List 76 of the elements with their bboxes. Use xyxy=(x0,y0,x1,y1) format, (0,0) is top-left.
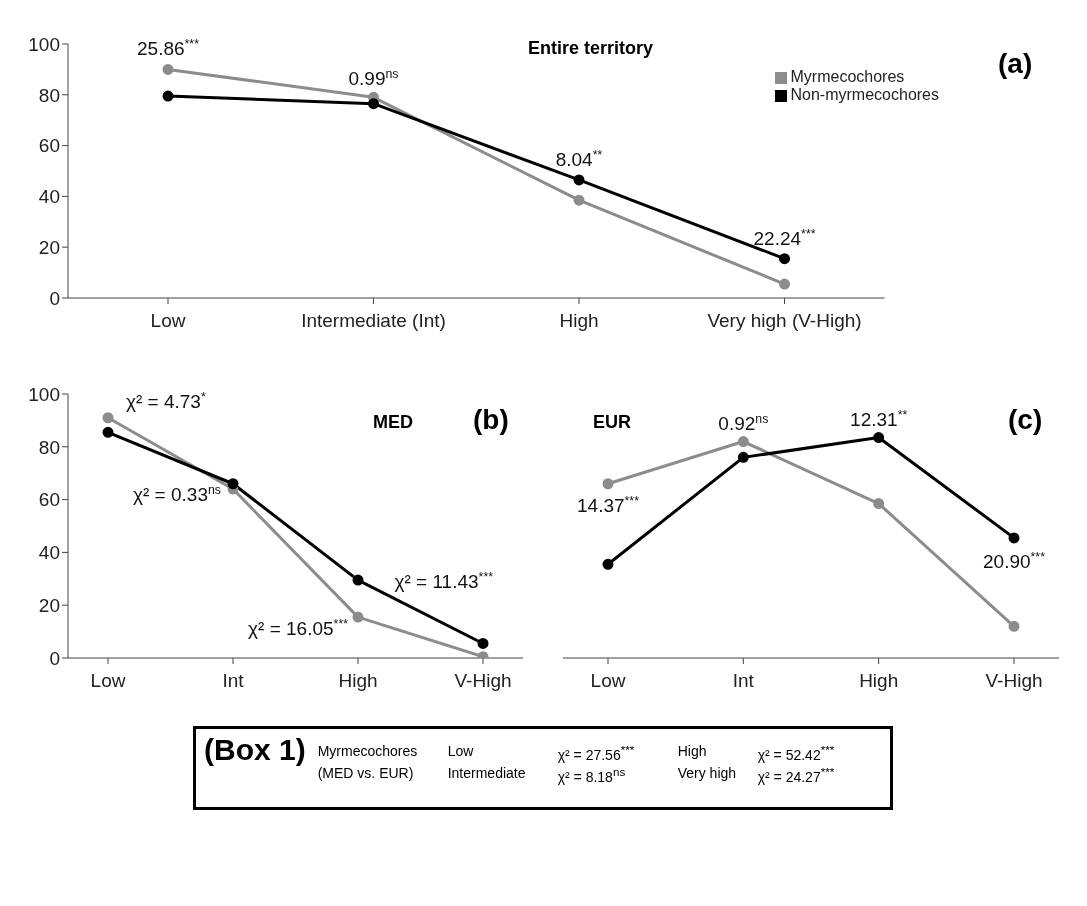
text: Myrmecochores xyxy=(317,743,419,761)
annotation: χ² = 4.73$^{*}$ xyxy=(126,389,206,412)
y-tick-label: 0 xyxy=(49,287,60,309)
point xyxy=(573,194,585,206)
annotation: (b) xyxy=(473,404,509,436)
y-tick-label: 100 xyxy=(28,33,60,55)
text: MED xyxy=(373,412,413,433)
point xyxy=(477,637,489,649)
x-tick-label: High xyxy=(859,670,899,692)
x-tick-label: Low xyxy=(150,310,186,332)
annotation: 0.99$^{ns}$ xyxy=(348,67,399,90)
point xyxy=(573,174,585,186)
legend-label: Myrmecochores xyxy=(790,68,905,85)
text: χ² = 24.27$^{***}$ xyxy=(757,764,836,785)
x-tick-label: Intermediate (Int) xyxy=(301,310,446,332)
annotation: χ² = 16.05$^{***}$ xyxy=(248,617,349,640)
x-tick-label: V-High xyxy=(454,670,512,692)
point xyxy=(102,412,114,424)
annotation: 25.86$^{***}$ xyxy=(137,37,200,60)
point xyxy=(737,436,749,448)
point xyxy=(779,278,791,290)
x-tick-label: V-High xyxy=(985,670,1043,692)
y-tick-label: 80 xyxy=(38,84,60,106)
y-tick-label: 40 xyxy=(38,542,60,564)
point xyxy=(1008,532,1020,544)
x-tick-label: Low xyxy=(90,670,126,692)
annotation: χ² = 0.33$^{ns}$ xyxy=(133,483,221,506)
point xyxy=(368,98,380,110)
point xyxy=(737,451,749,463)
point xyxy=(162,90,174,102)
point xyxy=(602,478,614,490)
x-tick-label: High xyxy=(338,670,378,692)
legend-label: Non-myrmecochores xyxy=(790,86,939,103)
y-tick-label: 0 xyxy=(49,647,60,669)
text: χ² = 8.18$^{ns}$ xyxy=(557,764,627,785)
text: High xyxy=(677,743,708,761)
point xyxy=(227,478,239,490)
x-tick-label: Int xyxy=(222,670,245,692)
y-tick-label: 40 xyxy=(38,186,60,208)
x-tick-label: High xyxy=(559,310,599,332)
annotation: 14.37$^{***}$ xyxy=(577,493,640,516)
text: EUR xyxy=(593,412,632,433)
y-tick-label: 20 xyxy=(38,594,60,616)
y-tick-label: 80 xyxy=(38,436,60,458)
annotation: 8.04$^{**}$ xyxy=(555,147,603,170)
point xyxy=(352,611,364,623)
chart-title: Entire territory xyxy=(528,38,654,59)
text: (Box 1) xyxy=(204,733,306,767)
point xyxy=(352,574,364,586)
point xyxy=(873,498,885,510)
y-tick-label: 100 xyxy=(28,383,60,405)
x-tick-label: Very high (V-High) xyxy=(707,310,862,332)
y-tick-label: 60 xyxy=(38,135,60,157)
text: (MED vs. EUR) xyxy=(317,764,415,783)
annotation: (c) xyxy=(1008,404,1043,436)
point xyxy=(162,63,174,75)
annotation: χ² = 11.43$^{***}$ xyxy=(394,570,494,593)
text: Low xyxy=(447,743,475,761)
annotation: 12.31$^{**}$ xyxy=(850,407,908,430)
text: χ² = 27.56$^{***}$ xyxy=(557,743,636,763)
point xyxy=(602,558,614,570)
point xyxy=(1008,620,1020,632)
point xyxy=(873,432,885,444)
x-tick-label: Low xyxy=(590,670,626,692)
point xyxy=(102,426,114,438)
text: Very high xyxy=(677,764,738,783)
point xyxy=(779,253,791,265)
text: (a) xyxy=(998,48,1033,80)
y-tick-label: 60 xyxy=(38,489,60,511)
annotation: 22.24$^{***}$ xyxy=(753,226,816,249)
annotation: 0.92$^{ns}$ xyxy=(718,411,769,434)
text: Intermediate xyxy=(447,764,527,783)
x-tick-label: Int xyxy=(732,670,755,692)
text: χ² = 52.42$^{***}$ xyxy=(757,743,836,763)
y-tick-label: 20 xyxy=(38,236,60,258)
annotation: 20.90$^{***}$ xyxy=(983,549,1046,572)
